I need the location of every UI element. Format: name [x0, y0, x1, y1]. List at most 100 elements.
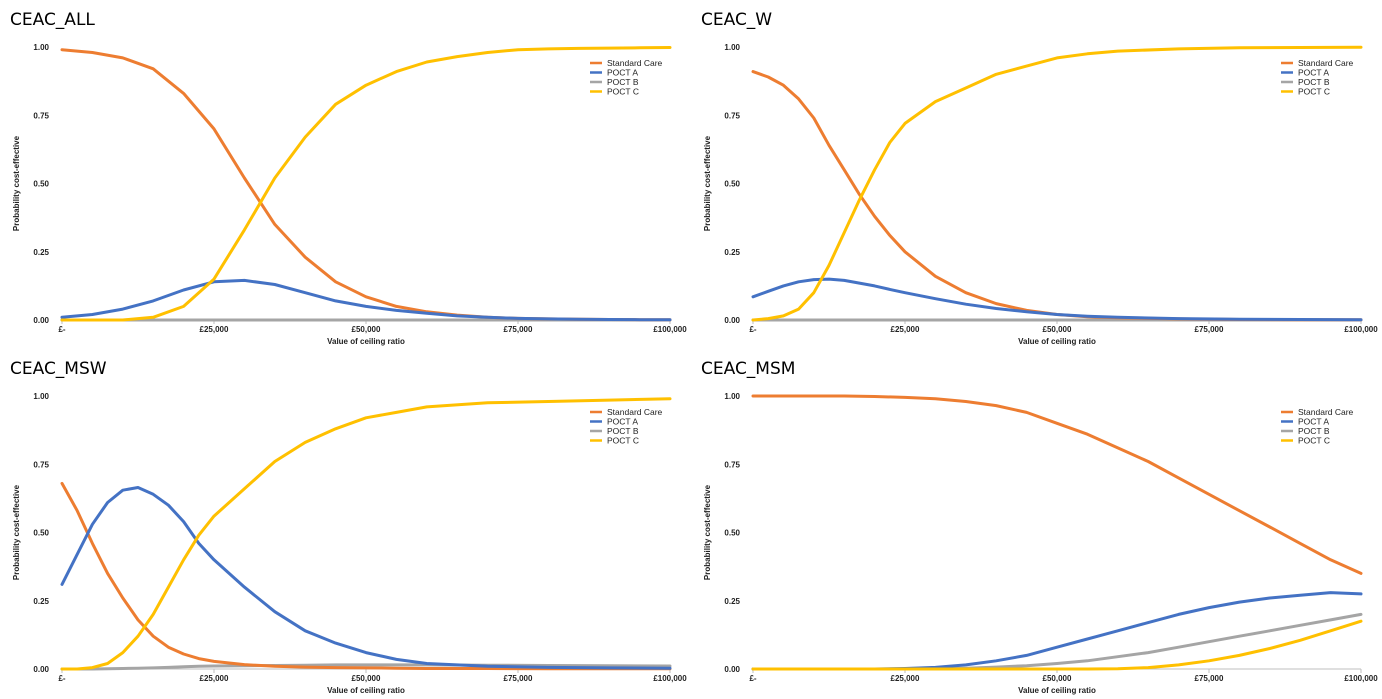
legend-label: POCT C: [1298, 436, 1330, 446]
x-tick-label: £75,000: [1195, 674, 1224, 683]
legend-label: POCT C: [607, 87, 639, 97]
series-line-standard-care: [60, 48, 672, 322]
line-chart: 0.00 0.25 0.50 0.75 1.00 £- £25,000 £50,000 £75,…: [703, 43, 1378, 346]
legend-item-standard-care: Standard Care: [1281, 58, 1354, 68]
x-tick-label: £50,000: [352, 674, 381, 683]
legend-item-poct-b: POCT B: [1281, 426, 1330, 436]
series-line-poct-b: [751, 612, 1363, 671]
x-tick-label: £100,000: [1344, 674, 1378, 683]
x-tick-label: £75,000: [1195, 325, 1224, 334]
legend-item-poct-c: POCT C: [590, 87, 639, 97]
x-axis-label: Value of ceiling ratio: [327, 686, 405, 695]
legend-label: Standard Care: [607, 58, 663, 68]
y-tick-label: 0.75: [33, 460, 49, 469]
x-tick-label: £75,000: [504, 325, 533, 334]
y-tick-label: 0.00: [33, 316, 49, 325]
y-tick-label: 0.25: [33, 248, 49, 257]
series-line-standard-care: [751, 70, 1363, 322]
x-tick-label: £50,000: [352, 325, 381, 334]
y-tick-label: 0.25: [724, 597, 740, 606]
legend-label: POCT B: [1298, 77, 1330, 87]
chart-panel-ceac-msm: CEAC_MSM 0.00 0.25 0.50 0.75 1.00 £- £25,000 £50…: [691, 349, 1382, 698]
y-tick-label: 0.00: [724, 665, 740, 674]
series-line-poct-c: [60, 397, 672, 671]
x-tick-label: £-: [58, 674, 65, 683]
legend-item-poct-b: POCT B: [590, 426, 639, 436]
y-axis-label: Probability cost-effective: [703, 484, 712, 580]
series-line-poct-c: [751, 45, 1363, 322]
legend-item-poct-a: POCT A: [590, 417, 638, 427]
legend-label: Standard Care: [1298, 58, 1354, 68]
legend-label: POCT A: [1298, 68, 1329, 78]
legend-label: POCT A: [1298, 417, 1329, 427]
chart-panel-ceac-all: CEAC_ALL 0.00 0.25 0.50 0.75 1.00 £- £25,000 £50…: [0, 0, 691, 349]
y-tick-label: 0.50: [33, 529, 49, 538]
legend-item-standard-care: Standard Care: [590, 407, 663, 417]
series-line-poct-a: [751, 277, 1363, 322]
chart-title: CEAC_ALL: [10, 10, 95, 30]
y-tick-label: 0.75: [724, 460, 740, 469]
x-tick-label: £100,000: [1344, 325, 1378, 334]
legend-item-standard-care: Standard Care: [1281, 407, 1354, 417]
x-tick-label: £-: [58, 325, 65, 334]
chart-title: CEAC_W: [701, 10, 773, 30]
chart-panel-ceac-msw: CEAC_MSW 0.00 0.25 0.50 0.75 1.00 £- £25,000 £50…: [0, 349, 691, 698]
x-tick-label: £25,000: [200, 325, 229, 334]
chart-title: CEAC_MSW: [10, 359, 107, 379]
legend-label: POCT B: [607, 77, 639, 87]
x-tick-label: £50,000: [1043, 674, 1072, 683]
series-line-poct-c: [751, 619, 1363, 671]
legend-item-poct-b: POCT B: [1281, 77, 1330, 87]
legend-label: POCT B: [1298, 426, 1330, 436]
legend-label: POCT A: [607, 68, 638, 78]
x-tick-label: £100,000: [653, 674, 687, 683]
legend-label: POCT B: [607, 426, 639, 436]
x-tick-label: £50,000: [1043, 325, 1072, 334]
x-tick-label: £25,000: [891, 325, 920, 334]
series-line-standard-care: [751, 394, 1363, 575]
y-tick-label: 0.25: [33, 597, 49, 606]
series-line-poct-c: [60, 46, 672, 322]
x-tick-label: £100,000: [653, 325, 687, 334]
line-chart: 0.00 0.25 0.50 0.75 1.00 £- £25,000 £50,000 £75,…: [12, 43, 687, 346]
y-tick-label: 0.00: [33, 665, 49, 674]
y-tick-label: 0.75: [724, 111, 740, 120]
legend-label: POCT A: [607, 417, 638, 427]
y-tick-label: 1.00: [33, 392, 49, 401]
x-axis-label: Value of ceiling ratio: [1018, 337, 1096, 346]
x-tick-label: £25,000: [891, 674, 920, 683]
legend-label: Standard Care: [1298, 407, 1354, 417]
x-tick-label: £-: [749, 325, 756, 334]
legend-label: POCT C: [607, 436, 639, 446]
y-axis-label: Probability cost-effective: [703, 135, 712, 231]
series-line-standard-care: [60, 481, 672, 671]
legend-label: Standard Care: [607, 407, 663, 417]
y-axis-label: Probability cost-effective: [12, 484, 21, 580]
legend-item-poct-a: POCT A: [590, 68, 638, 78]
legend-label: POCT C: [1298, 87, 1330, 97]
y-tick-label: 0.00: [724, 316, 740, 325]
series-line-poct-a: [60, 486, 672, 670]
y-tick-label: 1.00: [724, 43, 740, 52]
y-tick-label: 1.00: [33, 43, 49, 52]
line-chart: 0.00 0.25 0.50 0.75 1.00 £- £25,000 £50,000 £75,…: [703, 392, 1378, 695]
legend-item-poct-a: POCT A: [1281, 68, 1329, 78]
series-line-poct-a: [60, 278, 672, 322]
y-tick-label: 0.75: [33, 111, 49, 120]
x-axis-label: Value of ceiling ratio: [327, 337, 405, 346]
x-tick-label: £-: [749, 674, 756, 683]
y-tick-label: 0.50: [724, 529, 740, 538]
y-tick-label: 0.50: [33, 180, 49, 189]
x-axis-label: Value of ceiling ratio: [1018, 686, 1096, 695]
chart-title: CEAC_MSM: [701, 359, 796, 379]
chart-panel-ceac-w: CEAC_W 0.00 0.25 0.50 0.75 1.00 £- £25,000 £50,0…: [691, 0, 1382, 349]
legend-item-poct-a: POCT A: [1281, 417, 1329, 427]
line-chart: 0.00 0.25 0.50 0.75 1.00 £- £25,000 £50,000 £75,…: [12, 392, 687, 695]
y-tick-label: 1.00: [724, 392, 740, 401]
legend-item-standard-care: Standard Care: [590, 58, 663, 68]
legend-item-poct-c: POCT C: [590, 436, 639, 446]
y-tick-label: 0.50: [724, 180, 740, 189]
legend-item-poct-b: POCT B: [590, 77, 639, 87]
legend-item-poct-c: POCT C: [1281, 87, 1330, 97]
y-axis-label: Probability cost-effective: [12, 135, 21, 231]
